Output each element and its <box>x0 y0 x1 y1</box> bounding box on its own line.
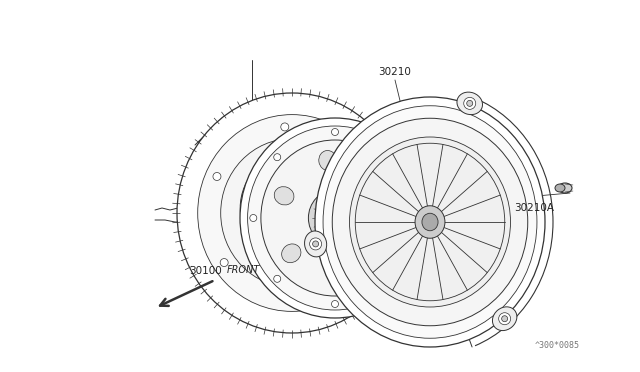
Ellipse shape <box>279 196 315 230</box>
Ellipse shape <box>308 190 362 246</box>
Ellipse shape <box>349 137 511 307</box>
Ellipse shape <box>198 115 387 311</box>
Ellipse shape <box>502 316 508 322</box>
Ellipse shape <box>467 100 473 106</box>
Text: 30210A: 30210A <box>514 203 554 213</box>
Ellipse shape <box>177 93 407 333</box>
Ellipse shape <box>332 118 528 326</box>
Ellipse shape <box>312 241 319 247</box>
Ellipse shape <box>282 244 301 263</box>
Ellipse shape <box>464 97 476 109</box>
Ellipse shape <box>274 275 281 282</box>
Ellipse shape <box>288 205 306 221</box>
Ellipse shape <box>295 295 303 303</box>
Ellipse shape <box>332 301 339 308</box>
Ellipse shape <box>369 173 388 192</box>
Ellipse shape <box>240 150 360 266</box>
Ellipse shape <box>261 140 409 296</box>
Ellipse shape <box>356 160 364 167</box>
Ellipse shape <box>422 213 438 231</box>
Ellipse shape <box>323 106 537 338</box>
Ellipse shape <box>315 97 545 347</box>
Ellipse shape <box>319 151 337 170</box>
Ellipse shape <box>332 128 339 135</box>
Ellipse shape <box>318 200 352 236</box>
Ellipse shape <box>558 183 572 193</box>
Ellipse shape <box>389 275 396 282</box>
Ellipse shape <box>305 231 326 257</box>
Ellipse shape <box>281 123 289 131</box>
Ellipse shape <box>457 92 483 115</box>
Ellipse shape <box>310 238 322 250</box>
Ellipse shape <box>389 154 396 161</box>
Ellipse shape <box>415 206 445 238</box>
Ellipse shape <box>220 259 228 267</box>
Ellipse shape <box>333 266 351 285</box>
Ellipse shape <box>492 307 517 331</box>
Ellipse shape <box>376 231 396 249</box>
Text: ^300*0085: ^300*0085 <box>534 341 579 350</box>
Text: 30100: 30100 <box>189 266 222 276</box>
Ellipse shape <box>269 187 325 239</box>
Ellipse shape <box>252 163 348 254</box>
Ellipse shape <box>274 154 281 161</box>
Text: FRONT: FRONT <box>227 265 260 275</box>
Ellipse shape <box>413 215 420 221</box>
Ellipse shape <box>240 118 430 318</box>
Ellipse shape <box>250 215 257 221</box>
Text: 30210: 30210 <box>379 67 412 77</box>
Ellipse shape <box>555 184 565 192</box>
Ellipse shape <box>248 126 422 310</box>
Ellipse shape <box>499 313 511 325</box>
Ellipse shape <box>274 187 294 205</box>
Ellipse shape <box>363 246 371 253</box>
Ellipse shape <box>213 173 221 180</box>
Ellipse shape <box>221 139 364 288</box>
